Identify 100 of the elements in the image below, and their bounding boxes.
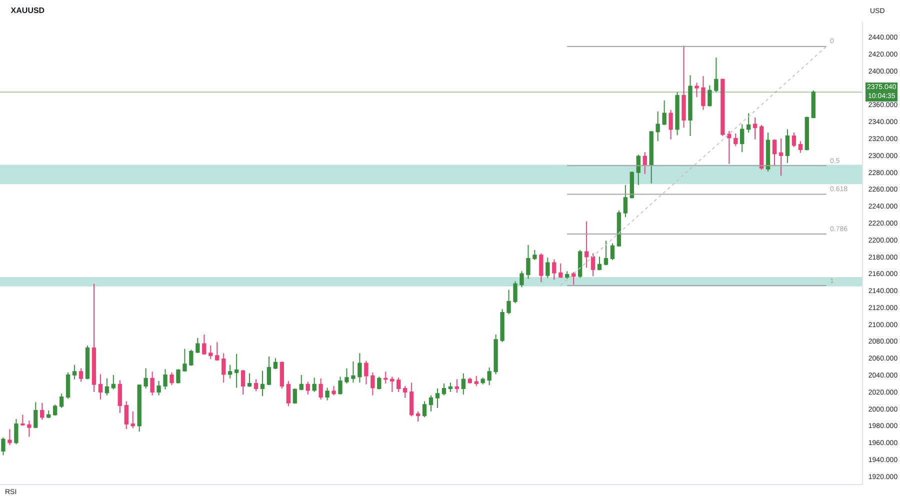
candlestick xyxy=(196,337,200,354)
candlestick xyxy=(228,364,232,379)
candlestick xyxy=(98,374,103,400)
candlestick xyxy=(280,361,284,390)
candlestick xyxy=(649,130,654,184)
candlestick xyxy=(312,377,316,392)
candlestick xyxy=(474,375,478,387)
candlestick xyxy=(286,380,290,407)
candlestick xyxy=(8,428,12,446)
candlestick xyxy=(72,364,77,380)
candlestick xyxy=(130,410,135,429)
candlestick xyxy=(487,366,492,386)
candlestick xyxy=(422,400,427,418)
candlestick xyxy=(610,242,615,261)
candlestick xyxy=(247,372,252,388)
candlestick xyxy=(494,334,498,375)
candlestick xyxy=(623,184,628,218)
candlestick xyxy=(701,76,706,110)
candlestick xyxy=(694,82,699,98)
candlestick xyxy=(804,116,809,151)
candlestick xyxy=(53,404,58,416)
candlestick xyxy=(565,270,570,280)
candlestick xyxy=(338,376,342,395)
candlestick xyxy=(182,348,187,372)
candlestick xyxy=(118,380,122,414)
candlestick xyxy=(811,90,816,119)
candlestick xyxy=(358,352,362,384)
candlestick xyxy=(461,372,466,395)
candlestick xyxy=(772,138,777,166)
candlestick xyxy=(526,244,530,280)
candlestick xyxy=(740,124,744,153)
candlestick xyxy=(78,368,84,382)
candlestick xyxy=(778,138,784,176)
candlestick xyxy=(137,384,142,432)
candlestick xyxy=(480,377,485,385)
candlestick xyxy=(532,250,537,261)
candlestick xyxy=(396,377,401,392)
candlestick xyxy=(675,92,680,136)
candlestick xyxy=(539,252,544,283)
candlestick xyxy=(708,84,712,107)
candlestick xyxy=(662,100,666,126)
candlestick xyxy=(759,124,764,170)
candlestick xyxy=(792,132,796,148)
candlestick xyxy=(727,130,732,164)
candlestick xyxy=(370,372,375,396)
candlestick xyxy=(46,410,51,419)
candlestick xyxy=(215,342,220,362)
candlestick xyxy=(34,402,38,429)
chart-title: XAUUSD xyxy=(10,6,45,15)
candlestick xyxy=(604,240,608,266)
candlestick xyxy=(176,368,180,384)
candlestick xyxy=(513,280,518,304)
candlestick xyxy=(27,420,32,438)
candlestick xyxy=(506,289,511,315)
candlestick xyxy=(590,252,596,277)
candlestick xyxy=(208,344,213,360)
candlestick xyxy=(202,334,206,356)
candlestick xyxy=(66,372,70,400)
candlestick xyxy=(630,171,634,200)
candlestick xyxy=(435,388,440,408)
candlestick xyxy=(642,152,647,175)
candlestick xyxy=(40,402,44,420)
candlestick xyxy=(688,74,692,137)
candlestick xyxy=(636,154,640,186)
candlestick xyxy=(364,360,368,385)
candlestick xyxy=(442,382,446,396)
candlestick xyxy=(144,368,148,390)
candlestick xyxy=(299,374,304,391)
candlestick xyxy=(597,256,602,271)
candlestick xyxy=(384,371,388,384)
candlestick xyxy=(254,378,258,392)
candlestick xyxy=(734,132,738,147)
candlestick xyxy=(306,381,310,395)
candlestick xyxy=(170,372,174,386)
candlestick xyxy=(377,376,382,390)
candlestick xyxy=(85,344,90,380)
candlestick xyxy=(682,45,686,128)
candlestick xyxy=(234,353,239,388)
candlestick xyxy=(111,374,116,390)
candlestick xyxy=(668,109,673,140)
candlestick xyxy=(454,378,460,394)
candlestick xyxy=(616,210,622,248)
candlestick xyxy=(752,116,758,140)
candlestick xyxy=(156,380,161,396)
candlestick xyxy=(546,257,550,278)
candlestick xyxy=(785,128,790,164)
candlestick xyxy=(520,270,524,288)
candlestick xyxy=(448,382,453,392)
candlestick xyxy=(59,393,64,408)
candlestick xyxy=(163,368,168,390)
candlestick xyxy=(746,112,751,134)
candlestick xyxy=(124,400,128,430)
candlestick xyxy=(266,356,272,386)
candlestick xyxy=(558,263,563,278)
candlestick xyxy=(714,56,718,93)
candlestick xyxy=(409,382,414,417)
candlestick xyxy=(1,437,6,456)
candlestick xyxy=(260,370,265,397)
candlestick xyxy=(798,140,803,154)
candlestick xyxy=(428,394,434,412)
